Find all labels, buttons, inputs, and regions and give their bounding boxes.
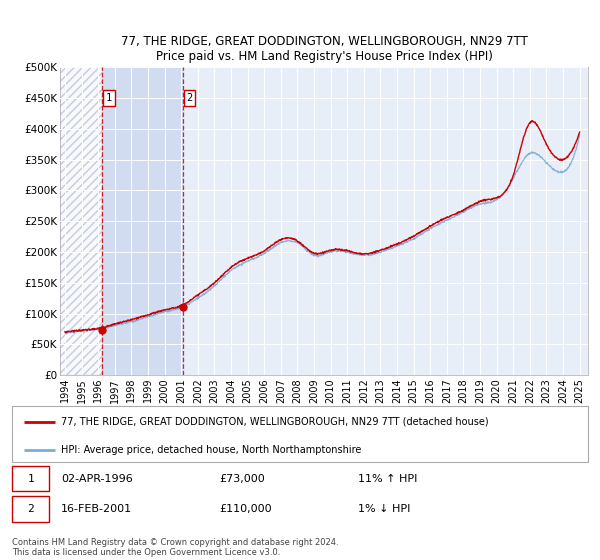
Text: 16-FEB-2001: 16-FEB-2001 [61, 504, 132, 514]
Text: £73,000: £73,000 [220, 474, 265, 484]
Text: 77, THE RIDGE, GREAT DODDINGTON, WELLINGBOROUGH, NN29 7TT (detached house): 77, THE RIDGE, GREAT DODDINGTON, WELLING… [61, 417, 488, 427]
Text: 11% ↑ HPI: 11% ↑ HPI [358, 474, 417, 484]
FancyBboxPatch shape [12, 496, 49, 522]
Text: 2: 2 [187, 93, 193, 103]
Text: £110,000: £110,000 [220, 504, 272, 514]
FancyBboxPatch shape [12, 466, 49, 492]
Bar [60, 67, 103, 375]
Text: HPI: Average price, detached house, North Northamptonshire: HPI: Average price, detached house, Nort… [61, 445, 361, 455]
Text: 1% ↓ HPI: 1% ↓ HPI [358, 504, 410, 514]
Bar [103, 67, 183, 375]
Text: 1: 1 [106, 93, 112, 103]
Text: 1: 1 [28, 474, 34, 484]
Text: 2: 2 [28, 504, 34, 514]
Text: 02-APR-1996: 02-APR-1996 [61, 474, 133, 484]
Title: 77, THE RIDGE, GREAT DODDINGTON, WELLINGBOROUGH, NN29 7TT
Price paid vs. HM Land: 77, THE RIDGE, GREAT DODDINGTON, WELLING… [121, 35, 527, 63]
Text: Contains HM Land Registry data © Crown copyright and database right 2024.
This d: Contains HM Land Registry data © Crown c… [12, 538, 338, 557]
